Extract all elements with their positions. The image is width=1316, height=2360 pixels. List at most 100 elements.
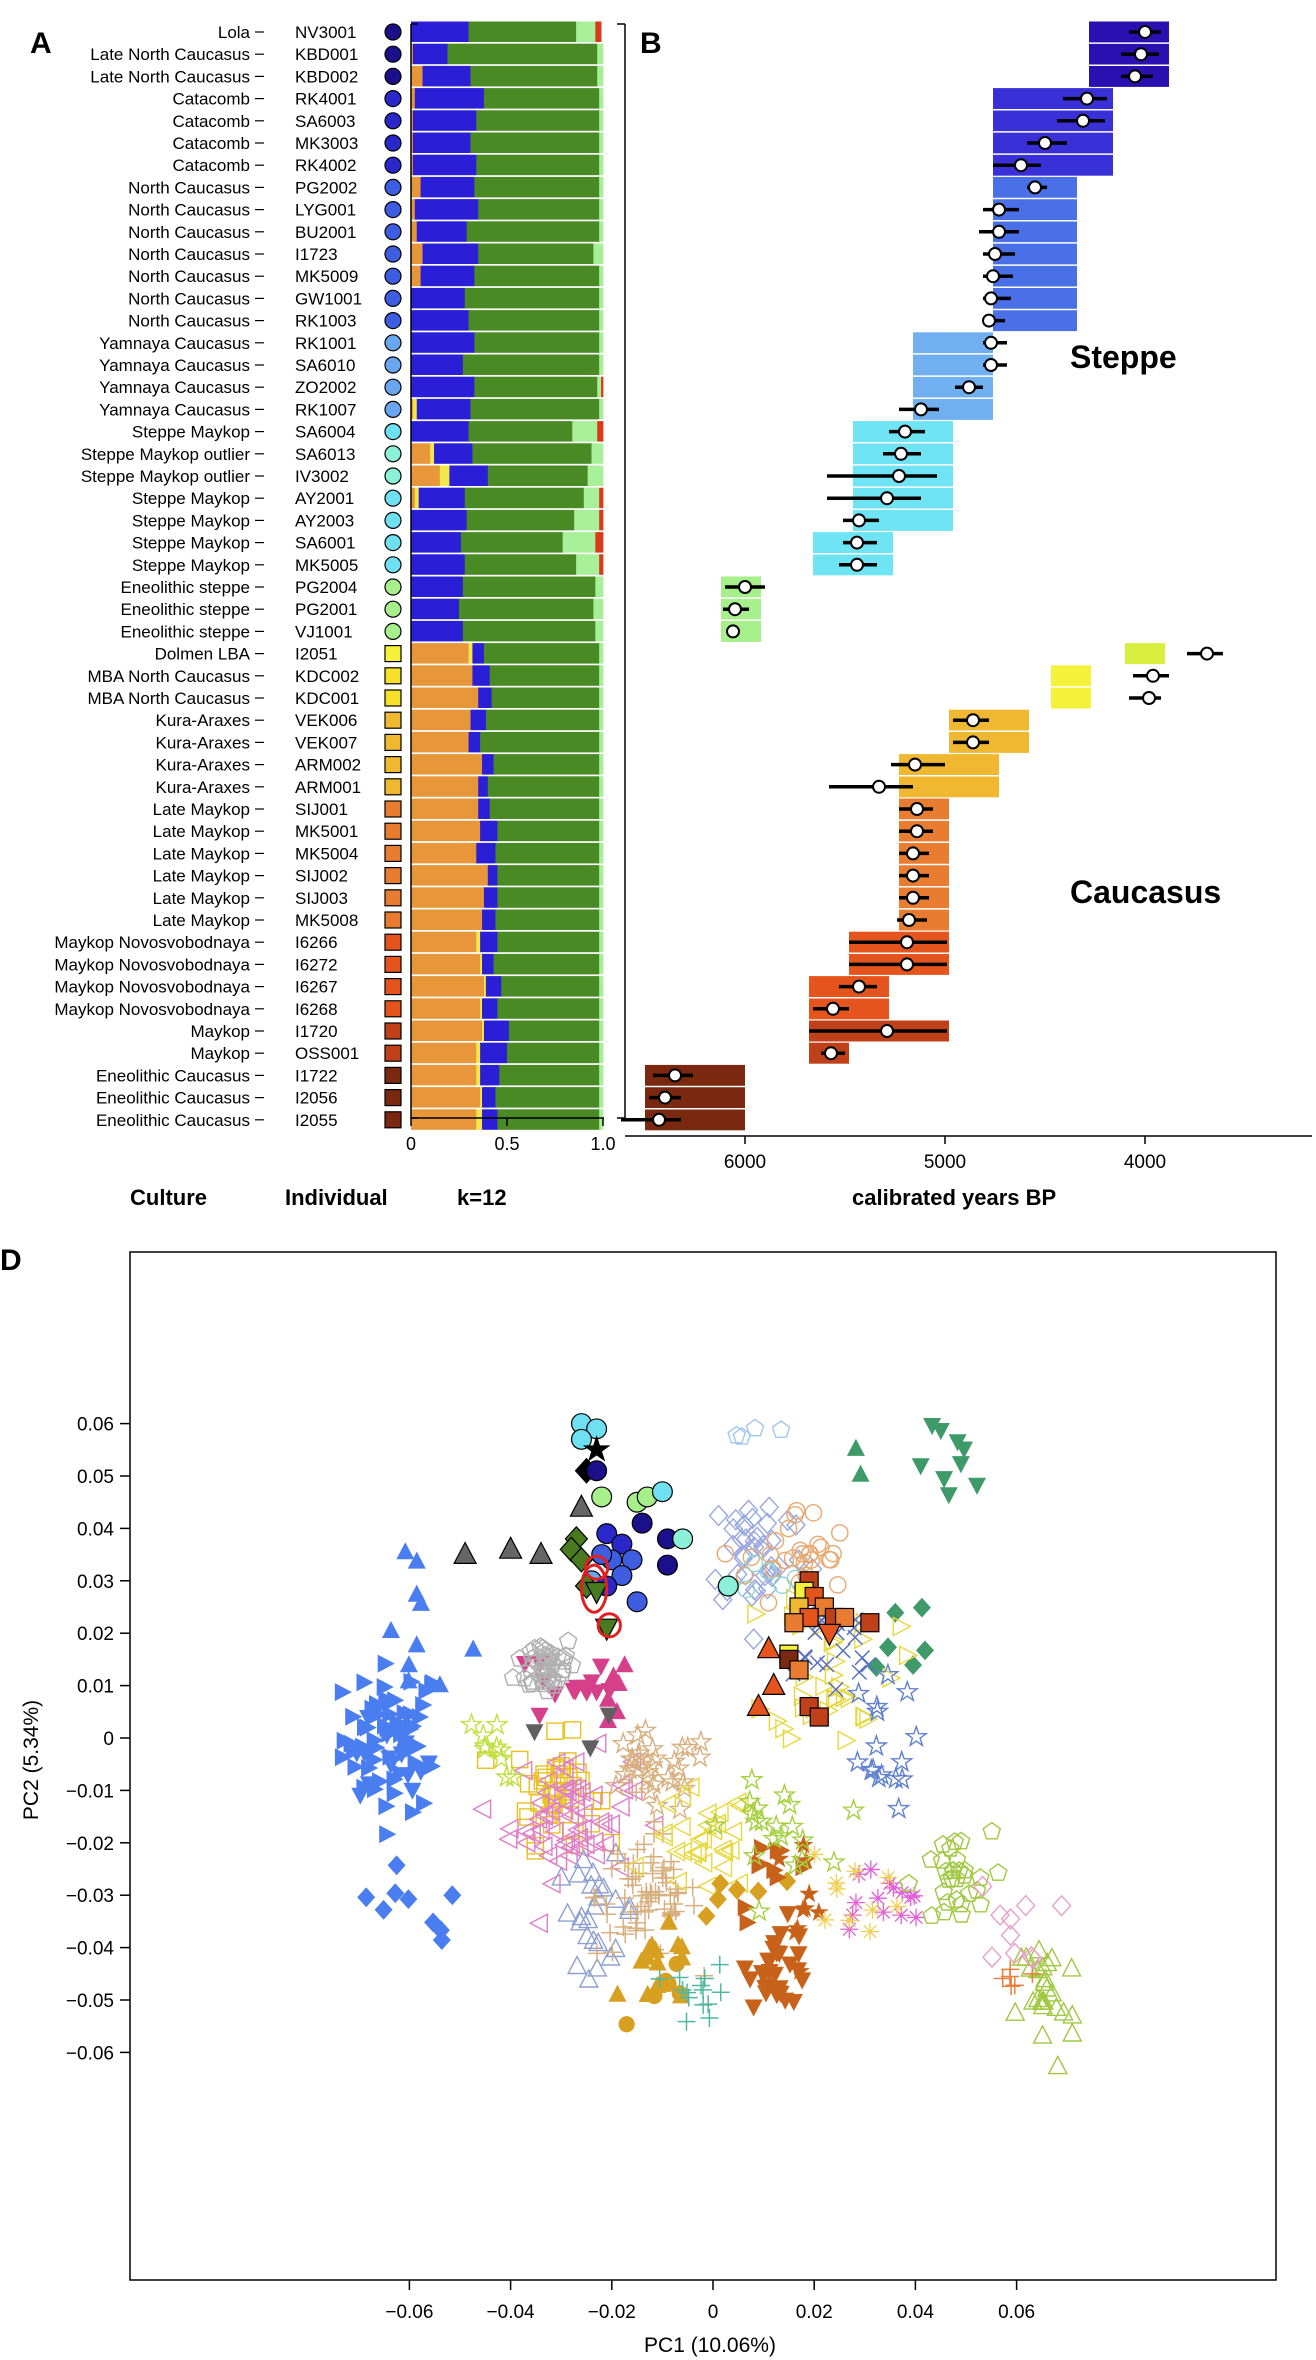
pca-point-pentagon	[967, 1880, 987, 1899]
pca-highlight-ellipse	[596, 1612, 622, 1639]
culture-label: Steppe Maykop outlier	[81, 445, 250, 464]
pca-point-star	[904, 1724, 929, 1748]
pca-point-star	[796, 1850, 816, 1870]
pca-point-triangle-left	[623, 1780, 643, 1801]
culture-label: Maykop	[190, 1022, 250, 1041]
pca-point-triangle-left	[553, 1779, 573, 1800]
pca-point-triangle-right	[415, 1696, 433, 1714]
admixture-segment	[599, 310, 604, 331]
culture-label: Maykop Novosvobodnaya	[54, 955, 250, 974]
pca-y-tick-label: 0.03	[77, 1572, 114, 1593]
culture-marker-square	[384, 955, 402, 974]
pca-point-triangle	[1020, 1957, 1041, 1977]
culture-marker-square	[384, 667, 402, 685]
admixture-segment	[412, 110, 477, 131]
date-point	[850, 557, 864, 572]
pca-point-triangle-left	[530, 1792, 550, 1813]
pca-point-triangle	[529, 1541, 553, 1565]
admixture-segment	[599, 176, 604, 198]
pca-point-plus	[650, 1969, 669, 1988]
pca-point-triangle	[1027, 1958, 1049, 1979]
pca-point-triangle-right	[416, 1794, 434, 1813]
pca-point-triangle-left	[471, 1798, 492, 1820]
admixture-segment	[501, 976, 600, 997]
culture-label: North Caucasus	[128, 201, 250, 220]
pca-point-triangle-down	[759, 1952, 778, 1970]
pca-x-axis-title: PC1 (10.06%)	[644, 2334, 776, 2357]
pca-point-plus	[628, 1840, 647, 1859]
pca-point-plus	[616, 1925, 635, 1944]
pca-point-pentagon	[558, 1631, 578, 1650]
admixture-segment	[411, 953, 481, 975]
individual-label: I1720	[295, 1022, 338, 1041]
date-point	[1028, 180, 1042, 195]
individual-label: KBD001	[295, 45, 358, 64]
pca-point-triangle-down	[781, 1956, 799, 1974]
culture-marker-square	[384, 711, 402, 729]
pca-point-square	[860, 1613, 880, 1633]
pca-point-plus	[692, 1976, 711, 1995]
pca-point-diamond	[728, 1879, 746, 1900]
culture-label: Catacomb	[173, 156, 250, 175]
admixture-segment	[476, 931, 481, 953]
date-point	[1138, 25, 1152, 39]
pca-y-tick-label: 0	[103, 1729, 114, 1750]
individual-label: BU2001	[295, 223, 356, 242]
pca-point-star	[845, 1749, 870, 1773]
pca-point-triangle-down	[355, 1745, 374, 1763]
pca-point-pentagon	[947, 1849, 967, 1868]
date-point	[1038, 136, 1052, 150]
pca-point-star	[688, 1729, 713, 1753]
pca-point-pentagon	[899, 1873, 919, 1892]
pca-point-pentagon	[562, 1655, 582, 1674]
pca-point-triangle-left	[702, 1820, 723, 1841]
pca-point-triangle-right	[411, 1708, 429, 1726]
admixture-segment	[480, 1087, 483, 1108]
pca-point-diamond	[708, 1504, 729, 1527]
pca-point-circle	[812, 1538, 830, 1557]
pca-point-triangle-left	[536, 1782, 556, 1803]
pca-point-triangle	[846, 1438, 865, 1456]
culture-marker-square	[384, 689, 402, 707]
date-point	[992, 224, 1006, 239]
pca-point-square	[784, 1613, 804, 1633]
admixture-segment	[474, 265, 600, 287]
culture-label: Lola	[218, 23, 251, 42]
admixture-segment	[485, 709, 600, 731]
culture-marker-circle	[384, 533, 402, 552]
pca-point-plus	[646, 1882, 665, 1901]
pca-point-diamond	[916, 1640, 934, 1661]
pca-point-triangle	[1042, 1982, 1063, 2002]
admixture-segment	[599, 88, 604, 109]
date-point	[880, 491, 894, 506]
admixture-bars	[411, 21, 604, 1130]
pca-x-tick-label: −0.02	[588, 2302, 636, 2323]
individual-label: RK1001	[295, 334, 356, 353]
individual-label: SA6010	[295, 356, 356, 375]
pca-point-pentagon	[503, 1668, 523, 1686]
pca-point-star	[783, 1852, 808, 1876]
pca-point-pentagon	[952, 1904, 971, 1923]
admixture-segment	[599, 554, 604, 575]
pca-point-triangle-left	[527, 1809, 548, 1830]
admixture-segment	[464, 554, 577, 575]
culture-label: Late North Caucasus	[90, 45, 250, 64]
date-panel	[621, 21, 1223, 1131]
pca-point-triangle-down	[948, 1434, 967, 1452]
pca-point-star	[745, 1795, 770, 1819]
pca-point-triangle	[851, 1464, 870, 1482]
admixture-segment	[599, 221, 604, 242]
admixture-segment	[476, 842, 496, 864]
pca-point-circle	[611, 1565, 633, 1587]
panel-label-a: A	[30, 27, 52, 60]
pca-point-triangle-right	[782, 1728, 803, 1749]
pca-point-diamond	[990, 1904, 1011, 1927]
date-point	[652, 1112, 666, 1127]
pca-point-asterisk	[840, 1911, 859, 1930]
date-point	[668, 1068, 682, 1083]
pca-point-triangle-left	[624, 1856, 644, 1877]
pca-point-diamond	[742, 1507, 763, 1530]
admixture-segment	[411, 465, 441, 486]
pca-point-triangle	[582, 1861, 604, 1882]
